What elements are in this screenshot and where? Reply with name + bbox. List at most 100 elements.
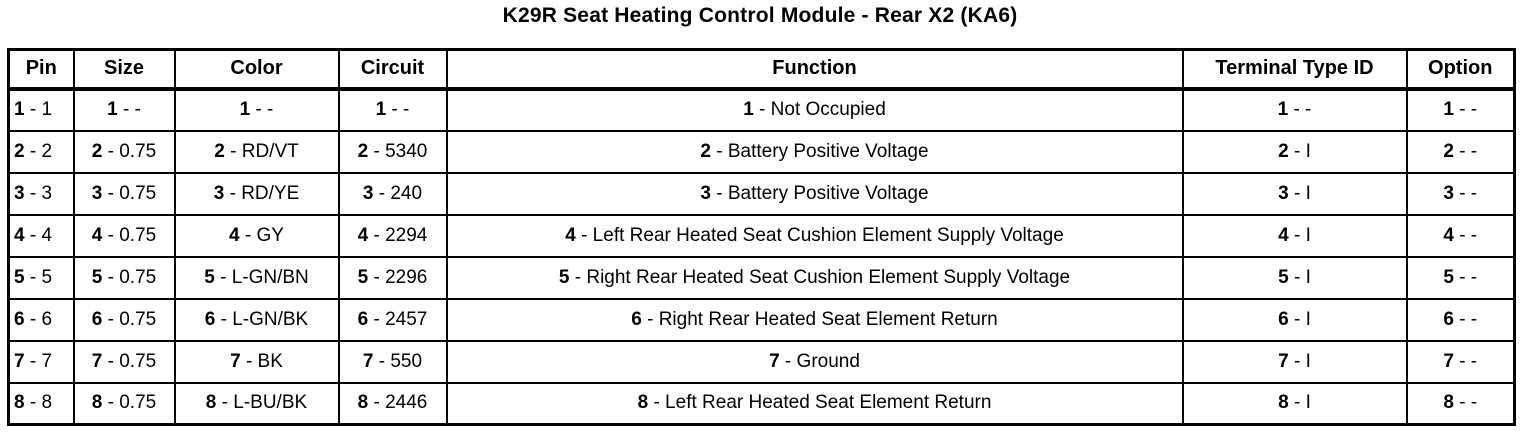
cell-pin-number: 1 [375, 99, 387, 120]
cell-terminal: 1 - - [1181, 87, 1408, 132]
cell-size: 1 - - [72, 87, 176, 132]
cell-size: 8 - 0.75 [72, 381, 176, 426]
cell-pin: 2 - 2 [7, 129, 75, 174]
column-header-function: Function [445, 48, 1184, 91]
cell-pin-number: 7 [1443, 350, 1454, 372]
cell-option: 4 - - [1405, 213, 1516, 258]
cell-size: 6 - 0.75 [72, 297, 176, 342]
column-header-size: Size [72, 48, 176, 91]
cell-pin-number: 4 [91, 224, 103, 246]
cell-function: 1 - Not Occupied [445, 87, 1184, 132]
cell-terminal: 7 - I [1181, 339, 1408, 384]
pinout-table: Pin Size Color Circuit Function Terminal… [7, 48, 1516, 426]
cell-pin-number: 2 [214, 140, 225, 162]
cell-pin-number: 6 [1278, 308, 1289, 330]
cell-pin-number: 7 [14, 350, 25, 372]
cell-pin-number: 3 [1278, 182, 1289, 204]
cell-option: 1 - - [1405, 87, 1516, 132]
cell-pin-number: 2 [14, 140, 25, 162]
cell-option: 6 - - [1405, 297, 1516, 342]
cell-pin-number: 5 [558, 266, 570, 288]
cell-pin-number: 4 [1278, 224, 1289, 246]
cell-function: 4 - Left Rear Heated Seat Cushion Elemen… [445, 213, 1184, 258]
cell-pin-number: 1 [743, 99, 754, 120]
cell-pin-number: 2 [1443, 140, 1454, 162]
cell-terminal: 8 - I [1181, 381, 1408, 426]
cell-pin-number: 4 [565, 224, 576, 246]
cell-pin-number: 8 [205, 392, 217, 414]
cell-color: 1 - - [173, 87, 340, 132]
cell-function: 3 - Battery Positive Voltage [445, 171, 1184, 216]
cell-pin-number: 8 [1443, 392, 1454, 414]
header-row: Pin Size Color Circuit Function Terminal… [7, 48, 1516, 91]
cell-pin-number: 7 [230, 350, 241, 372]
cell-pin-number: 3 [14, 182, 25, 204]
cell-pin-number: 8 [1278, 392, 1289, 414]
cell-pin-number: 6 [1443, 308, 1454, 330]
cell-terminal: 5 - I [1181, 255, 1408, 300]
cell-pin-number: 3 [91, 182, 103, 204]
cell-circuit: 3 - 240 [337, 171, 448, 216]
cell-size: 3 - 0.75 [72, 171, 176, 216]
cell-option: 5 - - [1405, 255, 1516, 300]
cell-pin-number: 2 [700, 140, 711, 162]
cell-function: 5 - Right Rear Heated Seat Cushion Eleme… [445, 255, 1184, 300]
cell-pin-number: 4 [229, 224, 240, 246]
cell-pin-number: 4 [14, 224, 25, 246]
cell-pin-number: 1 [14, 99, 25, 120]
cell-pin-number: 6 [14, 308, 25, 330]
cell-pin-number: 3 [700, 182, 711, 204]
cell-pin-number: 5 [14, 266, 25, 288]
cell-function: 8 - Left Rear Heated Seat Element Return [445, 381, 1184, 426]
cell-color: 6 - L-GN/BK [173, 297, 340, 342]
cell-pin-number: 1 [239, 99, 251, 120]
cell-size: 4 - 0.75 [72, 213, 176, 258]
cell-color: 4 - GY [173, 213, 340, 258]
pinout-table-header: Pin Size Color Circuit Function Terminal… [7, 48, 1516, 91]
cell-pin-number: 2 [91, 140, 103, 162]
cell-function: 7 - Ground [445, 339, 1184, 384]
cell-terminal: 4 - I [1181, 213, 1408, 258]
cell-pin-number: 7 [362, 350, 374, 372]
cell-pin-number: 2 [357, 140, 369, 162]
cell-color: 8 - L-BU/BK [173, 381, 340, 426]
column-header-pin: Pin [7, 48, 75, 91]
cell-pin: 3 - 3 [7, 171, 75, 216]
cell-pin-number: 1 [107, 99, 118, 120]
cell-pin-number: 4 [357, 224, 369, 246]
cell-pin: 8 - 8 [7, 381, 75, 426]
cell-terminal: 6 - I [1181, 297, 1408, 342]
cell-pin-number: 8 [14, 392, 25, 414]
cell-pin-number: 6 [357, 308, 369, 330]
cell-color: 7 - BK [173, 339, 340, 384]
cell-circuit: 7 - 550 [337, 339, 448, 384]
cell-pin: 4 - 4 [7, 213, 75, 258]
cell-function: 2 - Battery Positive Voltage [445, 129, 1184, 174]
cell-pin-number: 5 [204, 266, 215, 288]
cell-pin: 1 - 1 [7, 87, 75, 132]
cell-pin-number: 3 [362, 182, 374, 204]
cell-color: 5 - L-GN/BN [173, 255, 340, 300]
cell-terminal: 2 - I [1181, 129, 1408, 174]
cell-color: 2 - RD/VT [173, 129, 340, 174]
cell-circuit: 6 - 2457 [337, 297, 448, 342]
cell-pin-number: 6 [204, 308, 216, 330]
cell-pin-number: 1 [1277, 99, 1289, 120]
column-header-option: Option [1405, 48, 1516, 91]
cell-circuit: 1 - - [337, 87, 448, 132]
cell-pin-number: 7 [91, 350, 103, 372]
cell-pin-number: 6 [91, 308, 103, 330]
cell-circuit: 2 - 5340 [337, 129, 448, 174]
cell-function: 6 - Right Rear Heated Seat Element Retur… [445, 297, 1184, 342]
page-title: K29R Seat Heating Control Module - Rear … [502, 4, 1018, 27]
cell-option: 2 - - [1405, 129, 1516, 174]
cell-pin-number: 4 [1443, 224, 1454, 246]
